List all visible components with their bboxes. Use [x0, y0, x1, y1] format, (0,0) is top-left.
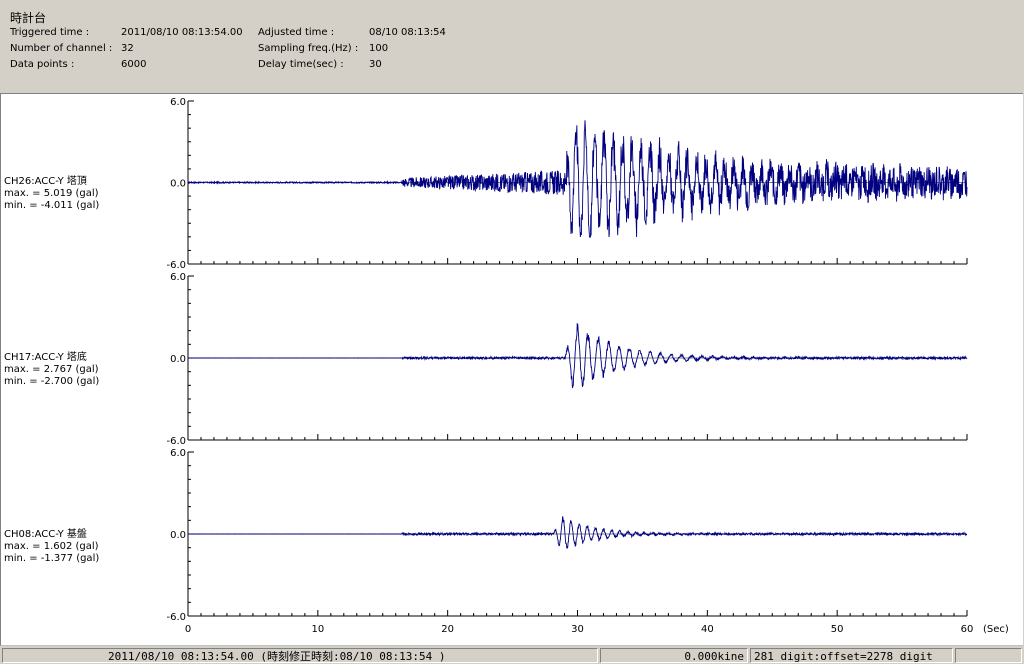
- sampling-freq-value: 100: [369, 43, 389, 54]
- channel-max: max. = 5.019 (gal): [4, 188, 99, 199]
- delay-time-label: Delay time(sec) :: [258, 59, 344, 70]
- x-unit-label: (Sec): [983, 624, 1009, 635]
- channel-count-label: Number of channel :: [10, 43, 113, 54]
- y-tick-label: 0.0: [170, 530, 186, 541]
- x-tick-label: 0: [185, 624, 191, 635]
- status-time: 2011/08/10 08:13:54.00 (時刻修正時刻:08/10 08:…: [2, 648, 598, 663]
- channel-name: CH08:ACC-Y 基盤: [4, 529, 87, 540]
- y-tick-label: -6.0: [166, 612, 186, 623]
- channel-count-value: 32: [121, 43, 134, 54]
- channel-min: min. = -2.700 (gal): [4, 376, 100, 387]
- channel-label-ch08: CH08:ACC-Y 基盤 max. = 1.602 (gal) min. = …: [4, 529, 99, 565]
- channel-max: max. = 1.602 (gal): [4, 541, 99, 552]
- waveform-chart: 6.00.0-6.06.00.0-6.06.00.0-6.00 10 20 30 40 5…: [166, 97, 1009, 635]
- data-points-label: Data points :: [10, 59, 75, 70]
- y-tick-label: 0.0: [170, 354, 186, 365]
- channel-label-ch17: CH17:ACC-Y 塔底 max. = 2.767 (gal) min. = …: [4, 352, 99, 388]
- status-extra: [955, 648, 1022, 663]
- x-tick-label: 20: [441, 624, 454, 635]
- series-line: [187, 120, 968, 238]
- series-line: [187, 323, 968, 389]
- y-tick-label: 6.0: [170, 272, 186, 283]
- x-tick-label: 50: [831, 624, 844, 635]
- x-tick-label: 30: [571, 624, 584, 635]
- channel-max: max. = 2.767 (gal): [4, 364, 99, 375]
- adjusted-time-label: Adjusted time :: [258, 27, 335, 38]
- y-tick-label: 6.0: [170, 97, 186, 108]
- station-title: 時計台: [10, 11, 47, 25]
- x-tick-label: 60: [961, 624, 974, 635]
- x-tick-label: 10: [311, 624, 324, 635]
- triggered-time-label: Triggered time :: [10, 27, 90, 38]
- data-points-value: 6000: [121, 59, 147, 70]
- y-tick-label: 6.0: [170, 448, 186, 459]
- channel-min: min. = -4.011 (gal): [4, 200, 100, 211]
- series-line: [188, 516, 968, 549]
- channel-label-ch26: CH26:ACC-Y 塔頂 max. = 5.019 (gal) min. = …: [4, 176, 99, 212]
- y-tick-label: 0.0: [170, 179, 186, 190]
- delay-time-value: 30: [369, 59, 382, 70]
- info-header: 時計台 Triggered time : 2011/08/10 08:13:54…: [0, 0, 1024, 93]
- status-bar: 2011/08/10 08:13:54.00 (時刻修正時刻:08/10 08:…: [0, 648, 1024, 664]
- y-tick-label: -6.0: [166, 436, 186, 447]
- status-digit: 281 digit:offset=2278 digit: [750, 648, 953, 663]
- triggered-time-value: 2011/08/10 08:13:54.00: [121, 27, 243, 38]
- sampling-freq-label: Sampling freq.(Hz) :: [258, 43, 359, 54]
- channel-min: min. = -1.377 (gal): [4, 553, 100, 564]
- x-tick-label: 40: [701, 624, 714, 635]
- adjusted-time-value: 08/10 08:13:54: [369, 27, 446, 38]
- status-kine: 0.000kine: [600, 648, 748, 663]
- channel-name: CH26:ACC-Y 塔頂: [4, 176, 87, 187]
- y-tick-label: -6.0: [166, 260, 186, 271]
- channel-name: CH17:ACC-Y 塔底: [4, 352, 87, 363]
